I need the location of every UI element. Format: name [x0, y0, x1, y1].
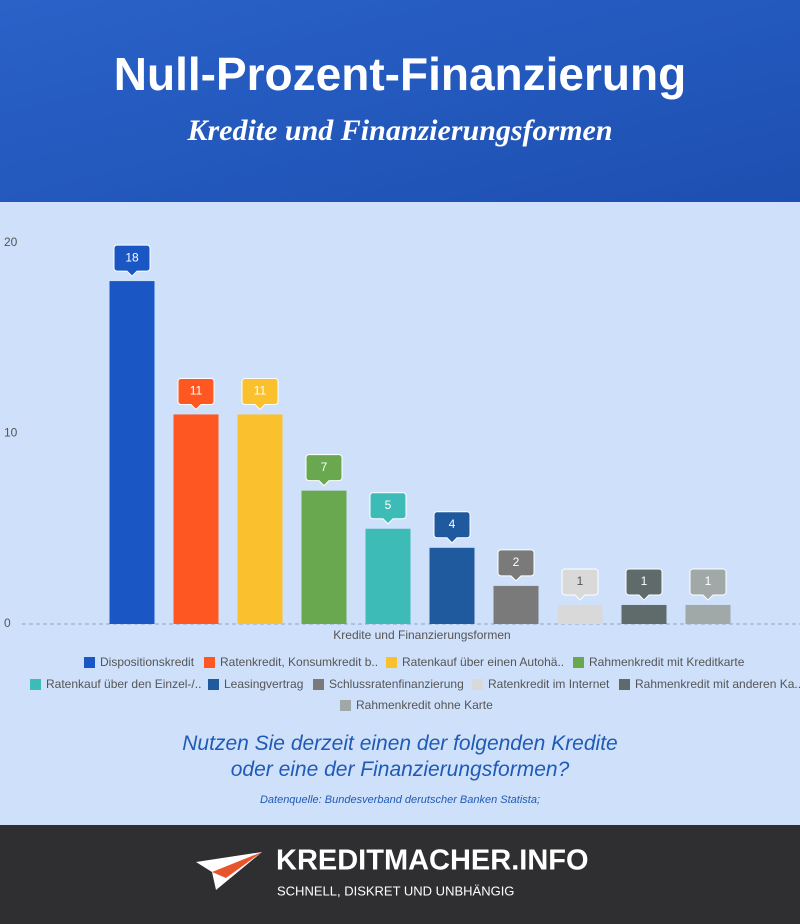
legend-label: Ratenkauf über einen Autohä..: [402, 655, 564, 669]
data-label: 2: [513, 555, 520, 569]
brand: KREDITMACHER.INFO: [276, 845, 589, 877]
title: Null-Prozent-Finanzierung: [114, 48, 686, 100]
data-label: 1: [577, 574, 584, 588]
subtitle: Kredite und Finanzierungsformen: [186, 114, 612, 147]
question: Nutzen Sie derzeit einen der folgenden K…: [182, 732, 617, 781]
data-label: 1: [705, 574, 712, 588]
bar: [557, 604, 603, 624]
legend-swatch: [386, 657, 397, 668]
data-label: 4: [449, 517, 456, 531]
legend-swatch: [573, 657, 584, 668]
bar: [621, 604, 667, 624]
legend-label: Ratenkredit, Konsumkredit b..: [220, 655, 378, 669]
value-pin: [305, 454, 343, 487]
bar: [493, 585, 539, 624]
legend-label: Rahmenkredit mit anderen Ka..: [635, 677, 800, 691]
data-label: 11: [254, 384, 267, 398]
value-pin: [689, 568, 727, 601]
legend-swatch: [313, 679, 324, 690]
y-tick-label: 10: [4, 426, 18, 440]
y-tick-label: 0: [4, 616, 11, 630]
value-pin: [369, 492, 407, 525]
data-label: 7: [321, 460, 328, 474]
legend-label: Leasingvertrag: [224, 677, 303, 691]
data-label: 18: [125, 250, 139, 264]
legend-label: Rahmenkredit ohne Karte: [356, 698, 493, 712]
legend-swatch: [30, 679, 41, 690]
question-line: oder eine der Finanzierungsformen?: [231, 758, 570, 781]
legend-swatch: [208, 679, 219, 690]
footer-bg: [0, 825, 800, 924]
value-pin: [561, 568, 599, 601]
logo-plane-accent: [212, 852, 262, 878]
legend-swatch: [340, 700, 351, 711]
bar: [301, 490, 347, 624]
legend-label: Schlussratenfinanzierung: [329, 677, 464, 691]
legend-swatch: [84, 657, 95, 668]
value-pin: [433, 511, 471, 544]
legend-swatch: [619, 679, 630, 690]
bar: [685, 604, 731, 624]
legend-swatch: [472, 679, 483, 690]
legend-label: Ratenkredit im Internet: [488, 677, 610, 691]
x-axis-label: Kredite und Finanzierungsformen: [333, 628, 510, 642]
source: Datenquelle: Bundesverband derutscher Ba…: [260, 794, 540, 806]
bar: [237, 414, 283, 624]
data-label: 11: [190, 384, 203, 398]
data-label: 1: [641, 574, 648, 588]
legend-label: Dispositionskredit: [100, 655, 195, 669]
header-bg: [0, 0, 800, 202]
value-pin: [113, 244, 151, 277]
value-pin: [497, 549, 535, 582]
tagline: SCHNELL, DISKRET UND UNBHÄNGIG: [277, 883, 514, 898]
bar: [173, 414, 219, 624]
bar: [429, 547, 475, 624]
bar: [365, 528, 411, 624]
value-pin: [177, 377, 215, 411]
value-pin: [625, 568, 663, 601]
y-tick-label: 20: [4, 235, 18, 249]
legend-swatch: [204, 657, 215, 668]
value-pin: [241, 377, 279, 411]
legend-label: Ratenkauf über den Einzel-/..: [46, 677, 201, 691]
legend-label: Rahmenkredit mit Kreditkarte: [589, 655, 745, 669]
data-label: 5: [385, 498, 392, 512]
bar: [109, 281, 155, 624]
question-line: Nutzen Sie derzeit einen der folgenden K…: [182, 732, 617, 755]
